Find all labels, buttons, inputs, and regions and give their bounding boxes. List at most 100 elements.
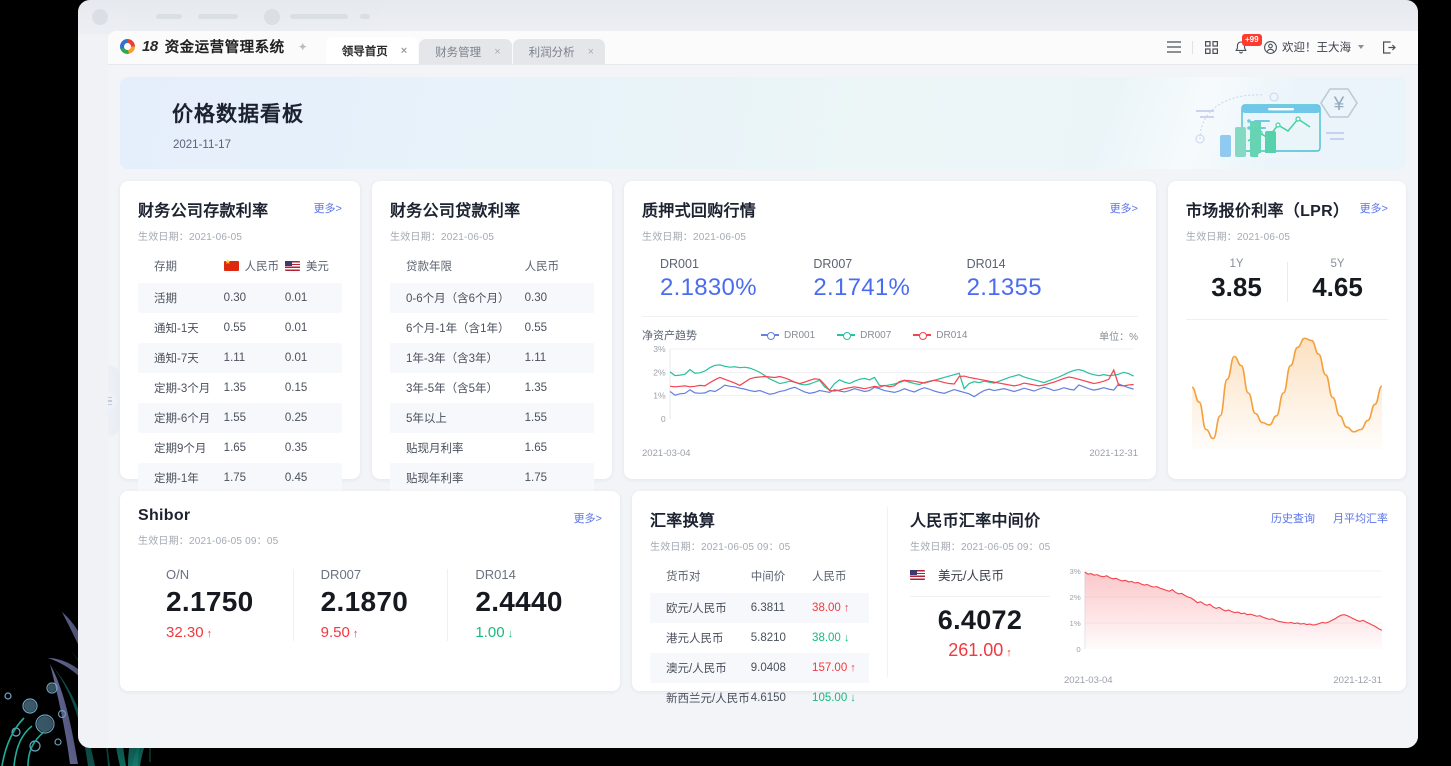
- metric-value: 4.65: [1312, 272, 1363, 302]
- usa-flag-icon: [284, 261, 300, 271]
- table-row: 5年以上 1.55: [390, 403, 594, 433]
- metric-value: 2.1355: [966, 274, 1042, 301]
- divider: [1186, 319, 1388, 320]
- card-title: 财务公司贷款利率: [390, 203, 521, 220]
- metric-1y: 1Y 3.85: [1186, 258, 1287, 303]
- metric-change: 32.30 ↑: [166, 624, 213, 641]
- fx-conversion: 汇率换算 生效日期：2021-06-05 09：05 货币对 中间价 人民币 欧…: [632, 507, 888, 705]
- table-row: 贴现月利率 1.65: [406, 442, 548, 455]
- user-menu[interactable]: 欢迎！王大海: [1264, 39, 1364, 55]
- metric-value: 3.85: [1211, 272, 1262, 302]
- apps-icon[interactable]: [1196, 37, 1226, 57]
- rmb-area-chart: 0 1% 2% 3%: [1070, 567, 1383, 654]
- svg-text:1%: 1%: [1070, 619, 1081, 628]
- svg-text:1%: 1%: [653, 391, 666, 401]
- table-row: 3年-5年（含5年） 1.35: [406, 382, 548, 395]
- arrow-down-icon: ↓: [840, 632, 850, 644]
- metric-on: O/N 2.1750 32.30 ↑: [138, 567, 293, 641]
- table-header-row: 贷款年限 人民币: [390, 251, 594, 283]
- notification-badge: +99: [1242, 34, 1262, 46]
- metric-value: 2.1830%: [660, 274, 757, 301]
- divider: [1192, 40, 1193, 54]
- chart-legend: DR001 DR007 DR014: [761, 330, 967, 341]
- chart-title: 净资产趋势: [642, 330, 697, 342]
- fx-table-body: 欧元/人民币 6.3811 38.00 ↑ 港元人民币 5.8210 38.00 ↓ 澳…: [650, 593, 869, 713]
- svg-text:3%: 3%: [1070, 567, 1081, 576]
- rmb-body: 美元/人民币 6.4072 261.00 ↑ 0 1% 2% 3% 2021-03-0…: [910, 565, 1388, 686]
- legend-dr001[interactable]: DR001: [761, 330, 815, 341]
- metric-dr001: DR001 2.1830%: [660, 257, 813, 302]
- rmb-links: 历史查询 月平均汇率: [1271, 510, 1388, 526]
- deposit-table: 存期 人民币 美元 活期0.300.01 通知-1天0.550.01 通知-7天…: [138, 251, 342, 493]
- metric-label: DR001: [660, 257, 699, 271]
- card-title: 财务公司存款利率: [138, 203, 269, 220]
- tab-label: 利润分析: [528, 46, 575, 59]
- svg-text:2%: 2%: [653, 368, 666, 378]
- legend-dr007[interactable]: DR007: [837, 330, 891, 341]
- pair-label: 美元/人民币: [938, 569, 1004, 583]
- tab-close-icon[interactable]: ×: [494, 45, 501, 58]
- tab-label: 财务管理: [435, 46, 482, 59]
- deposit-table-body: 活期 0.30 0.01 通知-1天 0.55 0.01 通知-7天 1.11 0.01 定…: [138, 283, 342, 493]
- svg-text:¥: ¥: [1333, 94, 1345, 115]
- repo-metrics: DR001 2.1830% DR007 2.1741% DR014 2.1355: [642, 257, 1138, 302]
- table-row: 贴现年利率 1.75: [390, 463, 594, 493]
- topbar-actions: +99 欢迎！王大海: [1159, 34, 1418, 64]
- card-repo-market: 质押式回购行情 更多> 生效日期：2021-06-05 DR001 2.1830…: [624, 181, 1156, 479]
- rmb-stat: 美元/人民币 6.4072 261.00 ↑: [910, 565, 1050, 675]
- table-row: 通知-7天 1.11 0.01: [138, 343, 342, 373]
- metric-label: 1Y: [1229, 258, 1244, 270]
- bell-icon[interactable]: +99: [1226, 34, 1262, 57]
- tab-close-icon[interactable]: ×: [587, 45, 595, 58]
- table-row: 定期-1年 1.75 0.45: [138, 463, 342, 493]
- x-end-label: 2021-12-31: [1089, 448, 1138, 459]
- dashboard-row-2: Shibor 更多> 生效日期：2021-06-05 09：05 O/N 2.1…: [120, 491, 1406, 705]
- card-fx-and-rmb: 汇率换算 生效日期：2021-06-05 09：05 货币对 中间价 人民币 欧…: [632, 491, 1406, 705]
- col-cny: 人民币: [812, 571, 847, 583]
- legend-dr014[interactable]: DR014: [913, 330, 967, 341]
- more-link[interactable]: 更多>: [1359, 203, 1388, 215]
- more-link[interactable]: 更多>: [313, 203, 342, 215]
- tab-finance-management[interactable]: 财务管理 ×: [419, 39, 512, 64]
- app-window: 18 资金运营管理系统 ✦ 领导首页 × 财务管理 × 利润分析 ×: [108, 31, 1418, 748]
- chart-header: 净资产趋势 DR001 DR007 DR014 单位：%: [642, 327, 1138, 343]
- metric-label: DR007: [813, 257, 853, 271]
- tab-label: 领导首页: [341, 45, 388, 58]
- logout-icon[interactable]: [1374, 37, 1404, 57]
- metric-label: 5Y: [1330, 258, 1345, 270]
- card-lpr: 市场报价利率（LPR） 更多> 生效日期：2021-06-05 1Y 3.85 …: [1168, 181, 1406, 479]
- effective-date: 生效日期：2021-06-05 09：05: [910, 542, 1051, 553]
- dashboard-illustration: ¥: [1195, 88, 1358, 158]
- sidebar-collapse-handle[interactable]: [108, 365, 120, 437]
- svg-text:0: 0: [1076, 645, 1080, 654]
- arrow-down-icon: ↓: [847, 692, 856, 704]
- table-row: 0-6个月（含6个月） 0.30: [390, 283, 594, 313]
- tab-profit-analysis[interactable]: 利润分析 ×: [512, 39, 606, 64]
- chart-unit: 单位：%: [1099, 331, 1138, 343]
- tab-leader-home[interactable]: 领导首页 ×: [325, 37, 419, 64]
- arrow-down-icon: ↓: [504, 628, 514, 640]
- history-query-link[interactable]: 历史查询: [1271, 513, 1315, 525]
- page-title: 价格数据看板: [172, 103, 304, 126]
- metric-label: DR014: [475, 567, 516, 582]
- rmb-change: 261.00 ↑: [948, 640, 1012, 660]
- more-link[interactable]: 更多>: [1109, 203, 1138, 215]
- handle-grip-icon: [108, 392, 117, 410]
- col-usd: 美元: [284, 251, 342, 283]
- col-cny: 人民币: [223, 251, 285, 283]
- rmb-value: 6.4072: [937, 605, 1023, 635]
- lpr-metrics: 1Y 3.85 5Y 4.65: [1186, 258, 1388, 303]
- more-link[interactable]: 更多>: [573, 513, 602, 525]
- monthly-average-link[interactable]: 月平均汇率: [1333, 513, 1388, 525]
- table-header-row: 存期 人民币 美元: [138, 251, 342, 283]
- chevron-down-icon[interactable]: [1358, 45, 1364, 49]
- svg-text:0: 0: [661, 414, 666, 424]
- menu-icon[interactable]: [1159, 37, 1189, 57]
- shibor-metrics: O/N 2.1750 32.30 ↑ DR007 2.1870 9.50 ↑ D…: [138, 567, 602, 641]
- china-flag-icon: [223, 258, 239, 271]
- user-greeting: 欢迎！王大海: [1282, 42, 1351, 54]
- arrow-up-icon: ↑: [840, 602, 850, 614]
- tab-close-icon[interactable]: ×: [400, 44, 408, 57]
- dashboard-content: 价格数据看板 2021-11-17 ¥: [108, 65, 1418, 748]
- loan-table-body: 0-6个月（含6个月） 0.30 6个月-1年（含1年） 0.55 1年-3年（含3…: [390, 283, 594, 493]
